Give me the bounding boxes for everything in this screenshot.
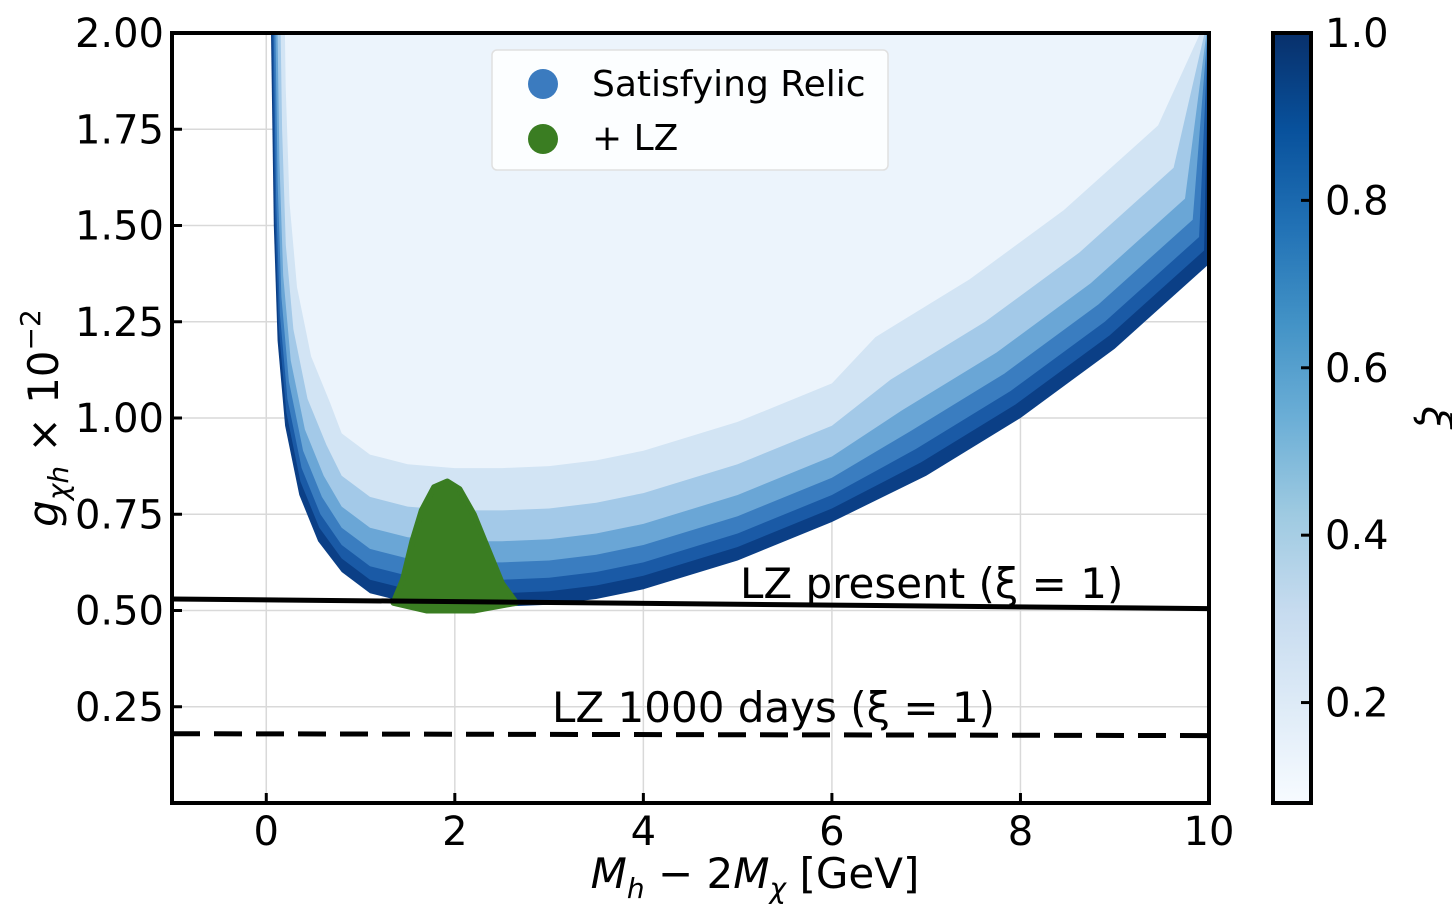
legend-marker-lz [528,124,558,154]
colorbar-ticks: 0.2 0.4 0.6 0.8 1.0 [1301,11,1389,727]
y-tick-label: 2.00 [75,11,164,57]
y-tick-label: 0.25 [75,685,164,731]
y-tick-label: 1.25 [75,300,164,346]
annotation-lz-future: LZ 1000 days (ξ = 1) [552,683,995,732]
lz-future-line [172,731,1209,739]
x-axis: 0 2 4 6 8 10 [254,793,1235,855]
x-axis-label: Mh − 2Mχ [GeV] [591,849,920,905]
legend-label-lz: + LZ [592,118,678,159]
colorbar-label: ξ [1412,405,1452,430]
x-tick-label: 0 [254,809,279,855]
colorbar-tick-label: 0.6 [1325,346,1389,392]
y-axis: 0.25 0.50 0.75 1.00 1.25 1.50 1.75 2.00 [75,11,182,731]
lz-present-line [172,596,1209,612]
y-axis-label: gχh × 10−2 [14,309,75,527]
colorbar-tick-label: 1.0 [1325,11,1389,57]
colorbar-tick-label: 0.8 [1325,178,1389,224]
y-tick-label: 1.00 [75,396,164,442]
colorbar [1271,31,1313,805]
colorbar-tick-label: 0.2 [1325,681,1389,727]
legend-marker-relic [528,69,558,99]
y-tick-label: 1.50 [75,204,164,250]
legend-label-relic: Satisfying Relic [592,64,866,105]
lz-region [390,478,520,614]
legend-box [491,49,889,171]
x-tick-label: 2 [442,809,467,855]
colorbar-tick-label: 0.4 [1325,513,1389,559]
y-tick-label: 0.50 [75,589,164,635]
annotation-lz-present: LZ present (ξ = 1) [740,559,1123,608]
x-tick-label: 4 [631,809,656,855]
legend: Satisfying Relic + LZ [491,49,889,171]
x-tick-label: 6 [819,809,844,855]
x-tick-label: 10 [1184,809,1235,855]
y-tick-label: 0.75 [75,492,164,538]
y-tick-label: 1.75 [75,107,164,153]
x-tick-label: 8 [1008,809,1033,855]
